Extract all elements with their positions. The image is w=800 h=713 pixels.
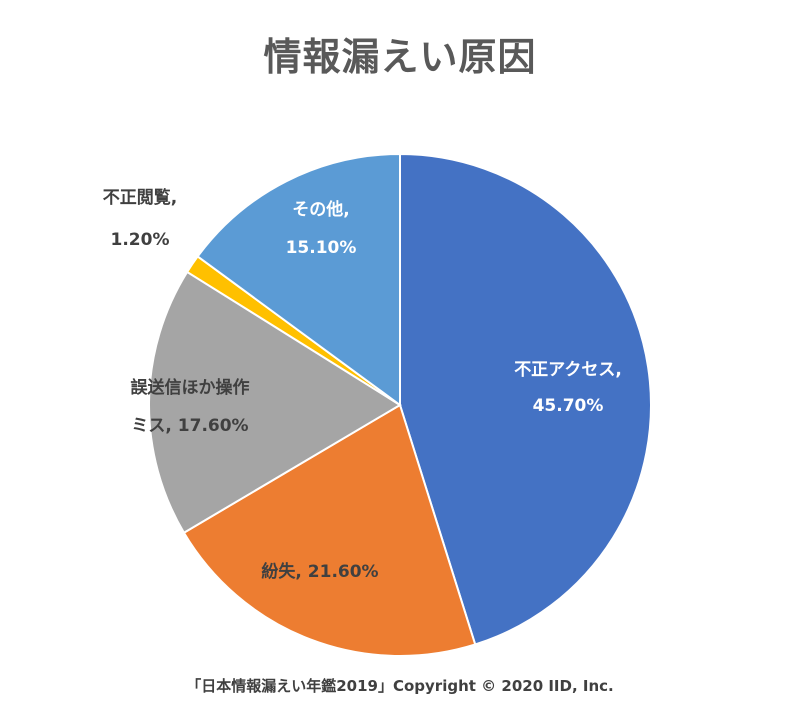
- source-note: 「日本情報漏えい年鑑2019」Copyright © 2020 IID, Inc…: [186, 677, 614, 695]
- pie-slice-3: [148, 270, 402, 535]
- slice-label-5: その他, 15.10%: [286, 199, 357, 258]
- slice-label-1: 不正アクセス, 45.70%: [514, 360, 622, 416]
- slice-labels: 不正アクセス, 45.70% 紛失, 21.60% 誤送信ほか操作ミス, 17.60%…: [103, 187, 622, 582]
- slice-label-line: 45.70%: [533, 396, 604, 416]
- chart-title: 情報漏えい原因: [263, 35, 537, 79]
- slice-label-4: 不正閲覧, 1.20%: [103, 187, 177, 250]
- slice-label-line: ミス, 17.60%: [131, 416, 248, 436]
- pie-slice-1: [399, 152, 652, 646]
- pie-slice-5: [196, 152, 401, 407]
- slice-label-line: 1.20%: [111, 230, 170, 250]
- slice-label-line: 不正アクセス,: [514, 360, 622, 380]
- slice-label-3: 誤送信ほか操作ミス, 17.60%: [131, 377, 250, 436]
- slice-label-2: 紛失, 21.60%: [261, 561, 378, 582]
- slice-label-line: 誤送信ほか操作: [131, 377, 250, 398]
- slice-label-line: 紛失, 21.60%: [261, 561, 378, 582]
- slice-label-line: その他,: [292, 199, 349, 220]
- pie-slices: [148, 152, 652, 657]
- pie-slice-2: [182, 403, 477, 657]
- slice-label-line: 不正閲覧,: [103, 187, 177, 208]
- slice-label-line: 15.10%: [286, 238, 357, 258]
